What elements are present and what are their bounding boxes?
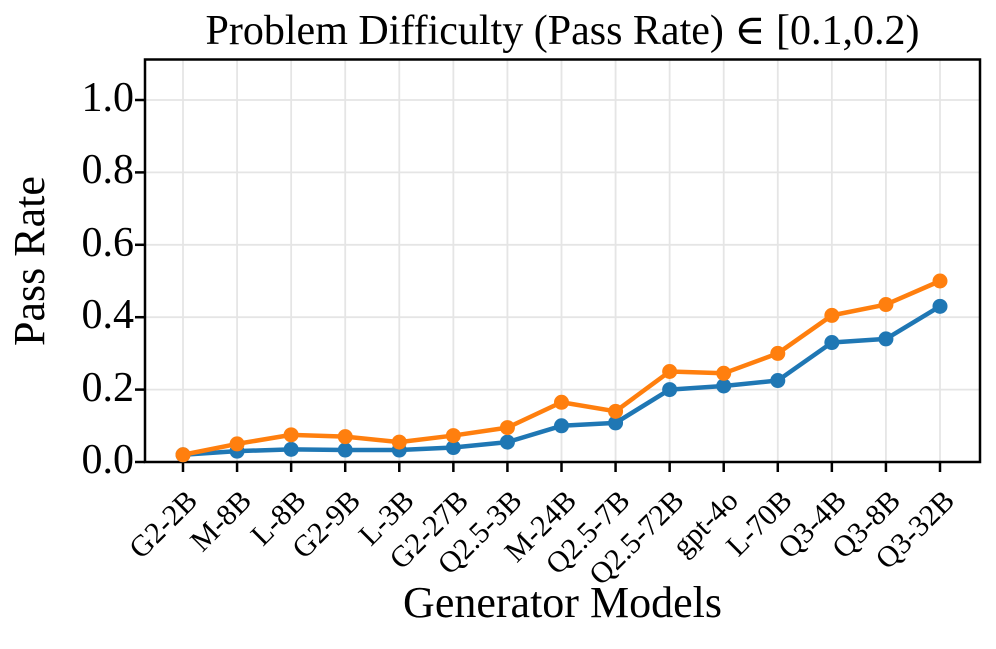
data-point-orange bbox=[716, 365, 732, 381]
y-tick-label: 0.4 bbox=[81, 292, 135, 339]
data-point-orange bbox=[662, 364, 678, 379]
y-tick-label: 0.0 bbox=[81, 437, 135, 483]
data-point-orange bbox=[770, 345, 786, 361]
data-point-blue bbox=[716, 378, 732, 394]
data-point-blue bbox=[445, 440, 461, 456]
data-point-orange bbox=[337, 429, 353, 445]
data-point-blue bbox=[770, 373, 786, 389]
data-point-blue bbox=[554, 418, 569, 434]
y-tick-label: 1.0 bbox=[81, 75, 135, 121]
data-point-blue bbox=[824, 335, 840, 351]
data-point-orange bbox=[283, 427, 299, 443]
data-point-blue bbox=[878, 331, 894, 347]
data-point-blue bbox=[608, 415, 624, 431]
data-point-orange bbox=[499, 420, 515, 436]
y-tick-label: 0.2 bbox=[81, 364, 135, 411]
data-point-blue bbox=[283, 441, 299, 457]
data-point-orange bbox=[175, 447, 191, 463]
data-point-orange bbox=[554, 394, 569, 410]
data-point-blue bbox=[662, 382, 678, 398]
data-point-orange bbox=[878, 297, 894, 313]
data-point-orange bbox=[608, 403, 624, 419]
y-tick-label: 0.6 bbox=[81, 219, 135, 266]
chart-title: Problem Difficulty (Pass Rate) ∈ [0.1,0.… bbox=[205, 8, 920, 54]
data-point-orange bbox=[391, 434, 407, 450]
data-point-orange bbox=[229, 436, 245, 452]
x-axis-label: Generator Models bbox=[403, 578, 722, 627]
data-point-orange bbox=[932, 273, 948, 289]
data-point-blue bbox=[932, 298, 948, 314]
data-point-blue bbox=[337, 442, 353, 458]
data-point-blue bbox=[499, 434, 515, 450]
data-point-orange bbox=[824, 307, 840, 323]
y-tick-label: 0.8 bbox=[81, 147, 135, 194]
data-point-orange bbox=[445, 428, 461, 444]
